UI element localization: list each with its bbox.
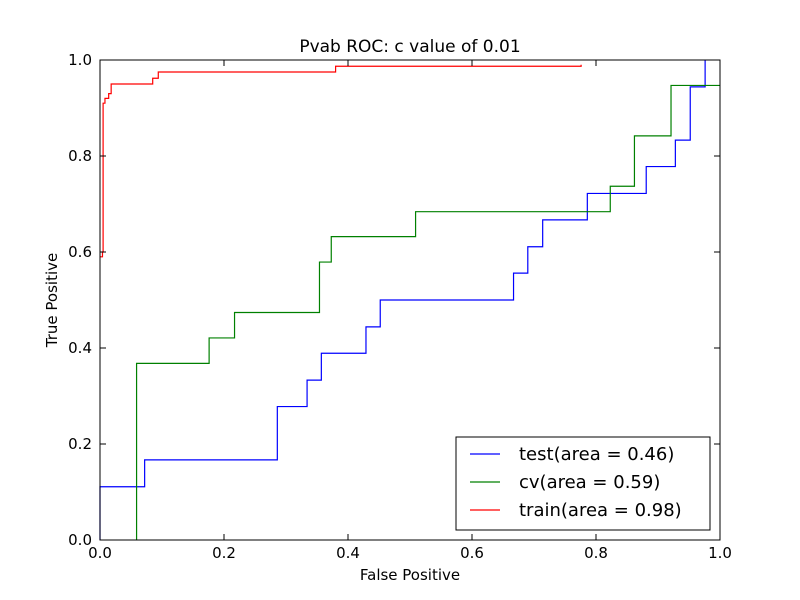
y-tick-label: 0.4 [68,339,92,357]
y-tick-label: 0.2 [68,435,92,453]
series-line-0 [99,60,706,540]
chart-title: Pvab ROC: c value of 0.01 [299,37,520,57]
plot-border [99,59,721,541]
x-axis-label: False Positive [360,566,460,584]
plot-area: 0.0 0.2 0.4 0.6 0.8 1.0 0.0 0.2 0.4 0.6 0.8 1.0 [68,51,732,562]
y-tick-label: 1.0 [68,51,92,69]
x-tick-label: 0.8 [584,544,608,562]
y-tick-label: 0.6 [68,243,92,261]
y-axis-label: True Positive [43,253,61,348]
legend-label-0: test(area = 0.46) [519,444,674,465]
legend-label-2: train(area = 0.98) [519,500,682,521]
x-tick-label: 0.6 [460,544,484,562]
legend-entries: test(area = 0.46) cv(area = 0.59) train(ar… [470,444,682,521]
y-tick-label: 0.0 [68,531,92,549]
x-tick-label: 0.4 [336,544,360,562]
x-tick-label: 1.0 [708,544,732,562]
legend: test(area = 0.46) cv(area = 0.59) train(ar… [455,436,711,531]
legend-label-1: cv(area = 0.59) [519,472,660,493]
y-tick-label: 0.8 [68,147,92,165]
x-tick-label: 0.0 [88,544,112,562]
ticks-layer: 0.0 0.2 0.4 0.6 0.8 1.0 0.0 0.2 0.4 0.6 0.8 1.0 [68,51,732,562]
series-line-1 [135,84,720,540]
legend-box [455,436,711,531]
x-tick-label: 0.2 [212,544,236,562]
